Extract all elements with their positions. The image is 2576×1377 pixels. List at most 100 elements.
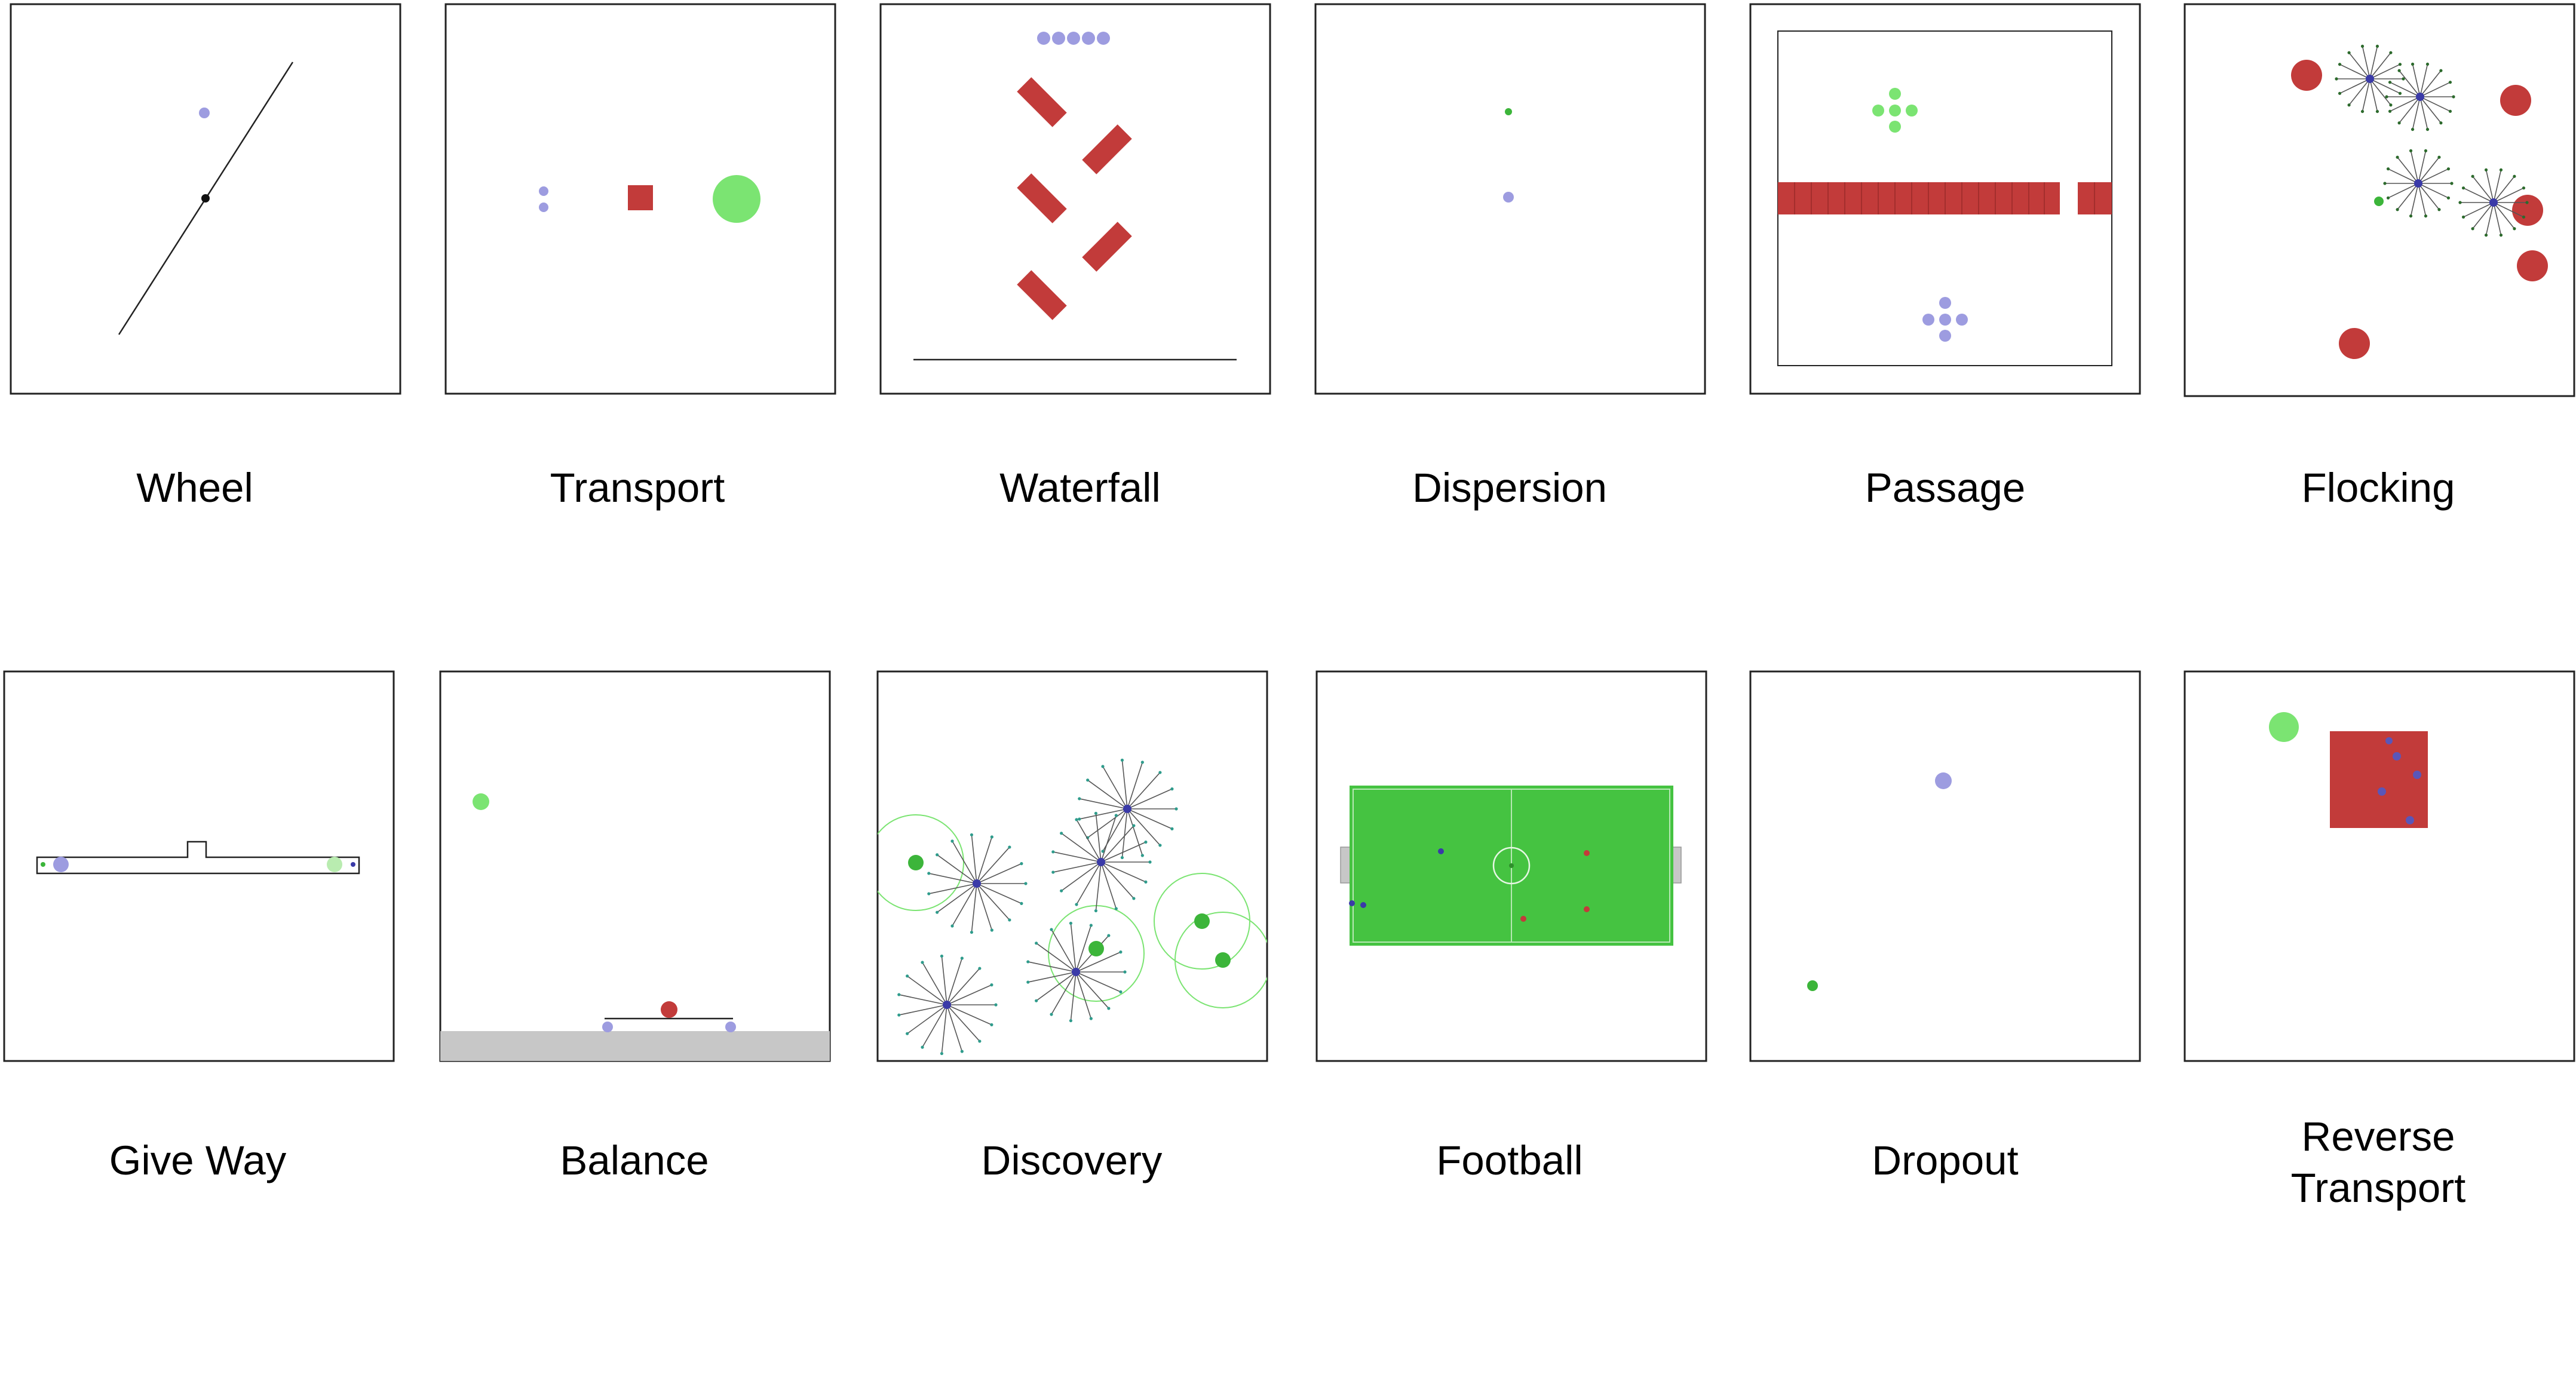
sensor-tip — [2446, 196, 2451, 200]
sensor-tip — [1101, 849, 1105, 853]
panel-wheel — [10, 3, 401, 395]
sensor-tip — [2439, 69, 2443, 72]
obstacles — [1017, 77, 1132, 320]
sensor-ray — [2485, 202, 2494, 235]
sensor-ray — [941, 956, 947, 1005]
sensor-tip — [2471, 174, 2474, 178]
sensor-tip — [1069, 921, 1073, 925]
panel-give-way — [3, 670, 395, 1062]
red-team — [1520, 850, 1590, 922]
sensor-ray — [2390, 96, 2421, 112]
sensor-tip — [2397, 69, 2401, 72]
caption-flocking: Flocking — [2301, 465, 2455, 511]
agent — [2366, 75, 2374, 83]
sensor-ray — [1070, 971, 1077, 1021]
sensor-ray — [2493, 202, 2502, 235]
sensor-tip — [2525, 201, 2529, 204]
sensor-tip — [990, 1023, 993, 1026]
wheel-scene — [10, 3, 401, 395]
sensor-ray — [1075, 971, 1109, 1009]
sensor-tip — [2389, 103, 2393, 107]
sensor-ray — [2348, 52, 2370, 79]
sensor-ray — [946, 958, 963, 1005]
sensor-ray — [1061, 833, 1102, 863]
sensor-tip — [2437, 155, 2441, 159]
sensor-tip — [906, 1032, 909, 1035]
sensor-ray — [1100, 825, 1134, 863]
sensor-tip — [1051, 870, 1055, 874]
sensor-tip — [1158, 844, 1162, 847]
caption-balance: Balance — [560, 1137, 709, 1183]
sensor-ray — [946, 1004, 992, 1026]
sensor-ray — [2369, 52, 2391, 79]
sensor-tip — [2499, 233, 2503, 237]
sensor-tip — [970, 833, 974, 837]
sensor-tip — [906, 974, 909, 978]
sensor-ray — [976, 883, 1010, 921]
sensor-ray — [1100, 815, 1117, 863]
sensor-tip — [2360, 109, 2365, 114]
sensor-tip — [1060, 889, 1063, 893]
sensor-tip — [1026, 960, 1030, 964]
agents — [1922, 297, 1968, 342]
sensor-tip — [936, 853, 939, 857]
sensor-tip — [960, 1050, 964, 1053]
agent-row — [1037, 32, 1110, 45]
sensor-tip — [940, 954, 944, 958]
agent — [2414, 179, 2422, 188]
sensor-ray — [2472, 202, 2494, 229]
sensor-ray — [946, 984, 992, 1005]
sensor-ray — [1051, 929, 1077, 973]
sensor-tip — [1120, 758, 1124, 762]
flock-agents — [2335, 44, 2529, 237]
sensor-ray — [976, 863, 1022, 884]
sensor-ray — [907, 1004, 947, 1034]
goal — [1505, 108, 1512, 115]
ball — [1509, 863, 1514, 868]
sensor-ray — [1095, 813, 1102, 863]
sensor-tip — [1144, 841, 1148, 844]
sensor-ray — [2419, 96, 2442, 124]
sensor-tip — [1114, 814, 1118, 817]
sensor-ray — [937, 854, 977, 884]
sensor-ray — [2369, 78, 2391, 106]
sensor-tip — [990, 928, 993, 932]
sensor-ray — [1100, 861, 1134, 899]
sensor-ray — [2472, 176, 2494, 203]
sensor-tip — [927, 872, 931, 875]
sensor-tip — [897, 1013, 901, 1017]
sensor-tip — [1123, 970, 1127, 974]
goal — [2269, 712, 2299, 742]
sensor-tip — [2424, 214, 2428, 218]
sensor-ray — [2412, 96, 2421, 130]
panel-dropout — [1749, 670, 2141, 1062]
sensor-ray — [2419, 64, 2428, 97]
sensor-tip — [1107, 934, 1111, 937]
sensor-tip — [1174, 807, 1178, 811]
sensor-ray — [937, 883, 977, 913]
sensor-ray — [1036, 971, 1077, 1001]
panel-dispersion — [1314, 3, 1706, 395]
sensor-tip — [1086, 778, 1090, 782]
sensor-tip — [2446, 167, 2451, 171]
sensor-tip — [2386, 196, 2390, 200]
dropout-scene — [1749, 670, 2141, 1062]
sensor-ray — [2362, 78, 2370, 112]
targets — [908, 855, 1231, 968]
sensor-tip — [2522, 186, 2526, 190]
sensor-tip — [978, 1039, 982, 1043]
sensor-tip — [1148, 860, 1152, 864]
sensor-tip — [1008, 918, 1011, 922]
sensor-tip — [2388, 109, 2392, 113]
sensor-tip — [1060, 832, 1063, 835]
sensor-tip — [2402, 77, 2405, 81]
agent — [1123, 805, 1131, 813]
sensor-tip — [2383, 182, 2387, 185]
sensor-ray — [941, 1004, 947, 1054]
sensor-tip — [1069, 1019, 1073, 1023]
sensor-ray — [1028, 961, 1077, 973]
sensor-ray — [898, 1004, 947, 1016]
sensor-ray — [2493, 202, 2515, 229]
sensor-ray — [2397, 183, 2419, 210]
sensor-tip — [950, 839, 954, 843]
